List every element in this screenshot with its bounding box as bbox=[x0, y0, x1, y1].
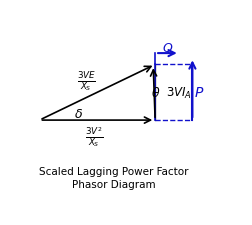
Text: Scaled Lagging Power Factor: Scaled Lagging Power Factor bbox=[39, 167, 188, 177]
Text: $\frac{3VE}{X_S}$: $\frac{3VE}{X_S}$ bbox=[77, 71, 96, 94]
Text: $\frac{3V^2}{X_S}$: $\frac{3V^2}{X_S}$ bbox=[85, 124, 103, 148]
Text: $Q$: $Q$ bbox=[162, 41, 173, 55]
Text: $P$: $P$ bbox=[193, 86, 204, 100]
Text: $3VI_A$: $3VI_A$ bbox=[165, 85, 191, 100]
Text: $\delta$: $\delta$ bbox=[74, 107, 83, 120]
Text: Phasor Diagram: Phasor Diagram bbox=[72, 179, 155, 189]
Text: $\theta$: $\theta$ bbox=[151, 86, 160, 100]
